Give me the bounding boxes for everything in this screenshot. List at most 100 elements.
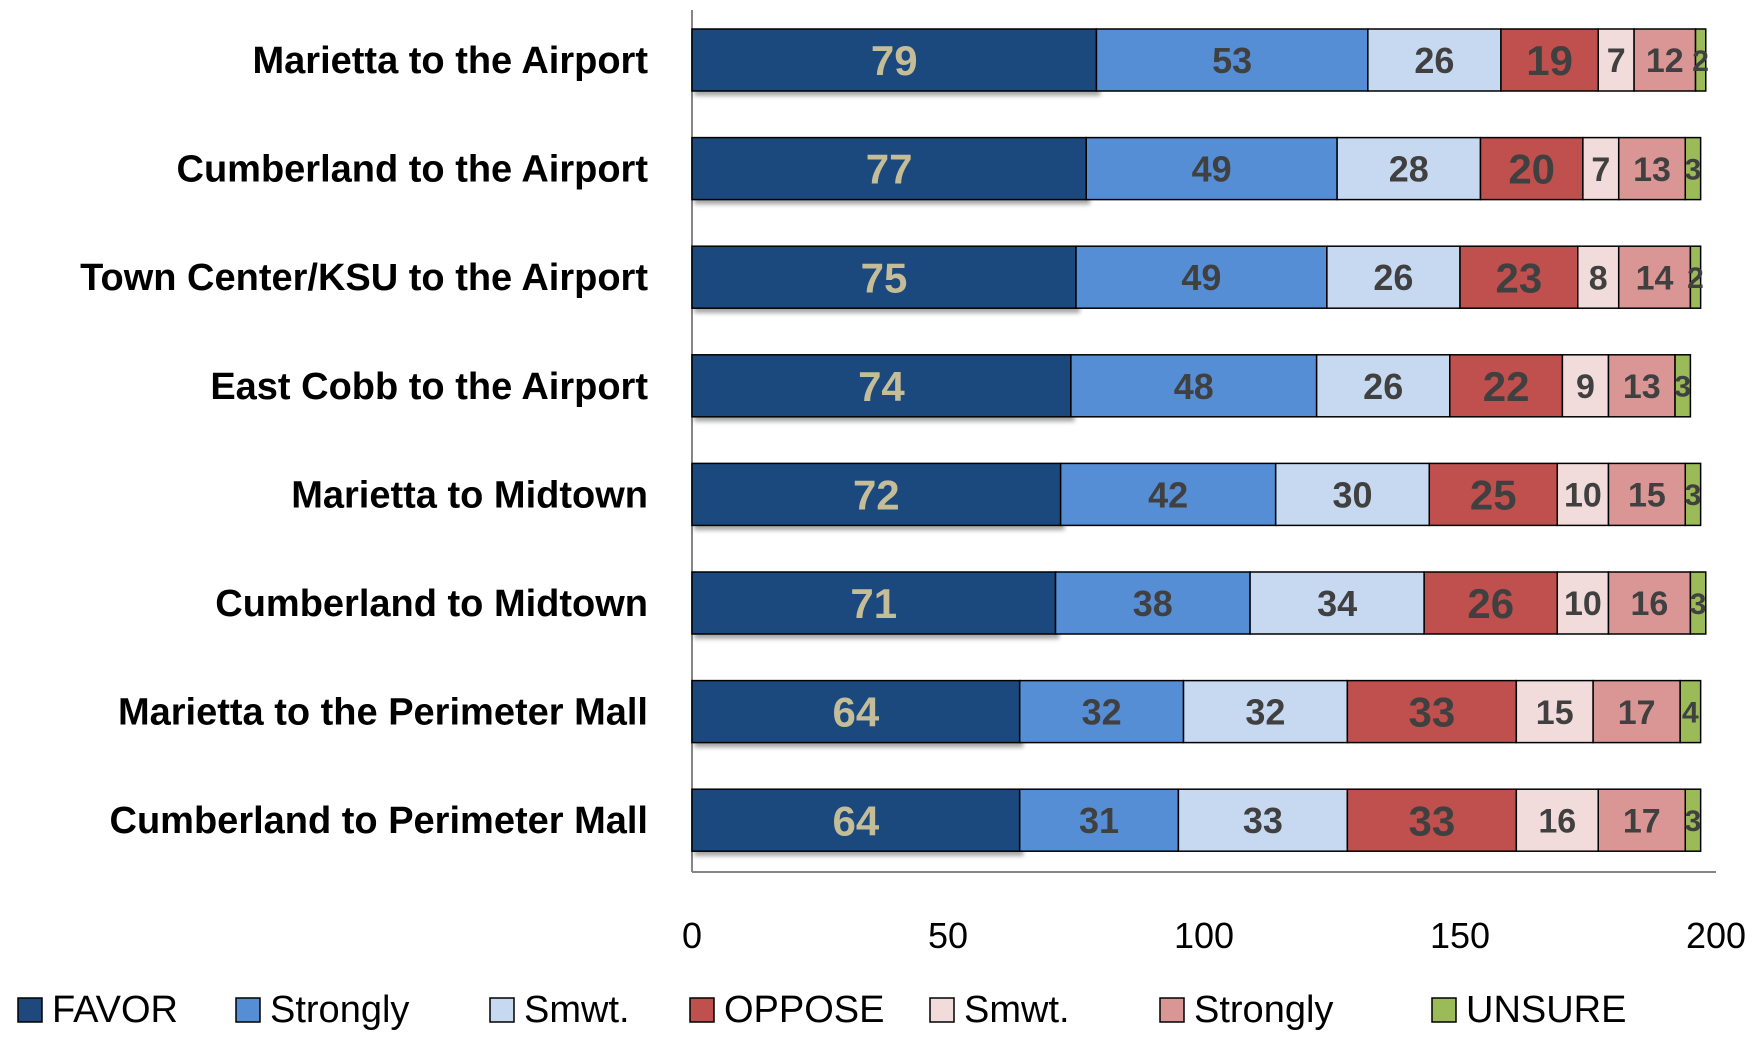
data-label: 42 [1148,474,1188,515]
data-label: 16 [1631,585,1669,623]
data-label: 13 [1633,151,1671,189]
bar-segment [1274,462,1431,527]
bar-row: 74 48 26 22 9 13 3 [691,354,1692,418]
data-label: 2 [1687,262,1704,295]
data-label: 16 [1538,802,1576,840]
bar-segment [1515,679,1594,744]
legend-label: UNSURE [1466,989,1626,1031]
bar-segment [1018,788,1180,852]
data-label: 53 [1212,40,1252,81]
bar-segment [1607,354,1676,418]
plot-area: 79 53 26 19 7 12 277 49 28 20 7 13 375 49 26 23 8 14 274 48… [691,28,1709,852]
data-label: 17 [1623,802,1661,840]
bar-segment [1597,788,1687,852]
legend-label: Strongly [1194,989,1333,1031]
data-label: 26 [1373,257,1413,298]
x-tick-label: 0 [682,915,702,956]
data-label: 64 [832,797,879,844]
bar-segment [1336,136,1482,201]
legend-swatch [17,997,43,1023]
category-label: Cumberland to Midtown [215,583,648,625]
bar-segment [1346,788,1518,852]
bar-segment [1177,788,1349,852]
bar-segment [1617,136,1687,201]
data-label: 15 [1536,694,1574,732]
bar-segment [1684,788,1702,852]
data-label: 2 [1692,45,1709,78]
bar-row: 79 53 26 19 7 12 2 [691,28,1709,92]
data-label: 33 [1243,800,1283,841]
data-label: 10 [1564,585,1602,623]
data-label: 17 [1618,694,1656,732]
bar-segment [1689,571,1707,635]
data-label: 23 [1496,254,1543,301]
bar-segment [1085,136,1338,201]
data-label: 3 [1685,805,1702,838]
bar-segment [1679,679,1702,744]
bar-row: 64 32 32 33 15 17 4 [691,679,1702,744]
data-label: 33 [1408,797,1455,844]
legend-swatch [1159,997,1185,1023]
bar-segment [691,462,1062,527]
data-label: 3 [1685,479,1702,512]
legend-item: UNSURE [1431,989,1626,1031]
x-tick-label: 100 [1174,915,1234,956]
bar-segment [1561,354,1610,418]
bar-segment [691,28,1098,92]
data-label: 72 [853,472,900,519]
data-label: 12 [1646,42,1684,80]
bar-segment [1326,245,1461,309]
x-tick-label: 200 [1686,915,1746,956]
data-label: 77 [866,146,913,193]
data-label: 32 [1082,692,1122,733]
legend-swatch [929,997,955,1023]
bar-segment [1423,571,1559,635]
bar-segment [1556,462,1610,527]
category-label: Cumberland to the Airport [177,149,649,191]
legend: FAVOR Strongly Smwt. OPPOSE Smwt. Strongly UNS… [17,989,1626,1031]
bar-segment [1577,245,1620,309]
data-label: 49 [1192,149,1232,190]
bar-segment [691,679,1021,744]
data-label: 19 [1526,37,1573,84]
bar-segment [1075,245,1328,309]
bar-segment [1018,679,1185,744]
data-label: 10 [1564,477,1602,515]
bar-segment [1428,462,1559,527]
bar-segment [1633,28,1697,92]
x-axis-tick-labels: 0 50 100 150 200 [682,915,1746,956]
legend-label: Strongly [270,989,409,1031]
bar-segment [1674,354,1692,418]
data-label: 3 [1674,371,1691,404]
data-label: 75 [861,254,908,301]
data-label: 15 [1628,477,1666,515]
data-label: 7 [1591,151,1610,189]
data-label: 28 [1389,149,1429,190]
bar-segment [1459,245,1579,309]
bar-segment [1500,28,1599,92]
bar-segment [1367,28,1502,92]
category-label: Marietta to the Airport [253,40,649,82]
legend-label: Smwt. [524,989,630,1031]
data-label: 9 [1576,368,1595,406]
bar-segment [1607,571,1692,635]
bar-segment [1617,245,1692,309]
legend-swatch [1431,997,1457,1023]
data-label: 30 [1332,474,1372,515]
bar-segment [1684,462,1702,527]
bar-segment [1515,788,1599,852]
category-label: Cumberland to Perimeter Mall [110,800,648,842]
data-label: 25 [1470,472,1517,519]
legend-item: OPPOSE [689,989,885,1031]
data-label: 26 [1467,580,1514,627]
bar-segment [1694,28,1707,92]
data-label: 26 [1363,366,1403,407]
bar-segment [1689,245,1702,309]
data-label: 49 [1181,257,1221,298]
data-label: 26 [1414,40,1454,81]
data-label: 20 [1508,146,1555,193]
category-label: Town Center/KSU to the Airport [80,257,648,299]
category-label: Marietta to the Perimeter Mall [118,692,648,734]
legend-item: Smwt. [489,989,630,1031]
